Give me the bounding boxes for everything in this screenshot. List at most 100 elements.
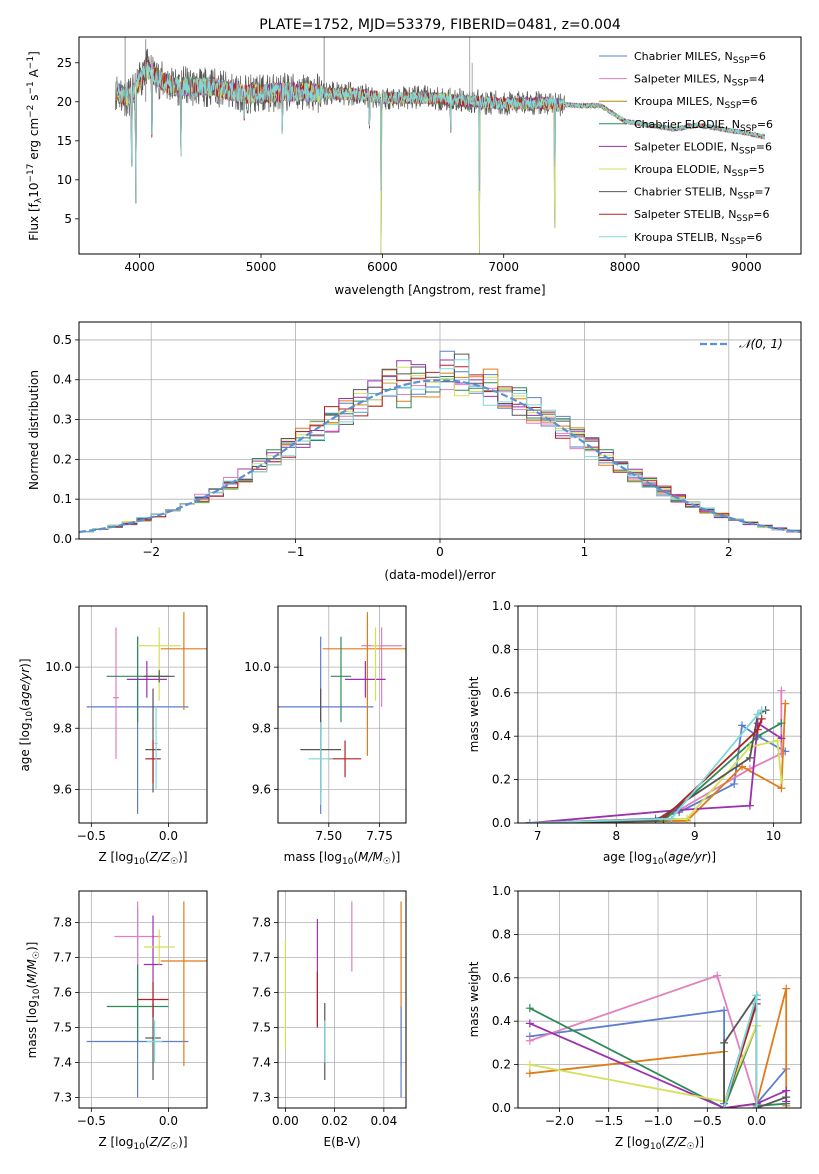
y-tick-label: 7.5 xyxy=(252,1021,271,1035)
y-tick-label: 9.6 xyxy=(252,782,271,796)
x-tick-label: 9000 xyxy=(731,260,762,274)
mass-ebv-axes: 0.00 0.02 0.04 7.3 7.4 7.5 7.6 7.7 7.8 xyxy=(252,890,407,1128)
residual-axes: −2 −1 0 1 2 0.0 0.1 0.2 0.3 0.4 0.5 xyxy=(53,321,802,559)
text-part: −1 xyxy=(26,81,36,94)
x-tick-label: −1.5 xyxy=(594,1114,623,1128)
y-tick-label: 7.7 xyxy=(53,951,72,965)
weight-marker xyxy=(713,971,722,980)
y-tick-label: 0.4 xyxy=(492,1014,511,1028)
y-tick-label: 7.6 xyxy=(252,986,271,1000)
text-part: Z [log xyxy=(98,850,133,864)
y-tick-label: 7.4 xyxy=(252,1056,271,1070)
text-part: −17 xyxy=(26,164,36,183)
plot-area xyxy=(79,891,207,1108)
y-tick-label: 15 xyxy=(57,134,72,148)
x-axis-label: E(B-V) xyxy=(323,1135,360,1149)
text-part: Chabrier ELODIE, N xyxy=(634,118,740,131)
weight-marker xyxy=(525,1004,534,1013)
text-part: ☉ xyxy=(32,951,42,959)
weight-marker xyxy=(753,710,762,719)
text-part: Chabrier STELIB, N xyxy=(634,186,738,199)
axes-frame xyxy=(517,605,802,824)
weight-marker xyxy=(525,1069,534,1078)
grid xyxy=(278,606,406,823)
x-tick-label: 7 xyxy=(534,829,542,843)
x-tick-label: 0.02 xyxy=(321,1114,348,1128)
x-tick-label: −1.0 xyxy=(643,1114,672,1128)
text-part: )] xyxy=(695,1135,704,1149)
axes-frame xyxy=(277,605,407,824)
weight-z-axes: −2.0 −1.5 −1.0 −0.5 0.0 0.0 0.2 0.4 0.6 0.8 1.0 xyxy=(492,884,802,1128)
text-part: ☉ xyxy=(170,857,178,867)
y-tick-label: 20 xyxy=(57,95,72,109)
x-tick-label: 5000 xyxy=(246,260,277,274)
age-z-axes: −0.5 0.0 9.6 9.8 10.0 xyxy=(45,605,208,843)
weight-marker xyxy=(745,801,754,810)
x-axis-label: wavelength [Angstrom, rest frame] xyxy=(334,283,545,297)
grid xyxy=(518,891,801,1108)
text-part: age/yr xyxy=(18,667,32,706)
x-tick-label: 8 xyxy=(612,829,620,843)
text-part: age [log xyxy=(603,850,652,864)
y-tick-label: 10 xyxy=(57,173,72,187)
y-tick-label: 0.4 xyxy=(492,729,511,743)
y-tick-label: 0.0 xyxy=(492,1101,511,1115)
text-part: Chabrier MILES, N xyxy=(634,50,733,63)
weight-marker xyxy=(720,1006,729,1015)
text-part: )] xyxy=(707,850,716,864)
grid xyxy=(518,606,801,823)
weight-marker xyxy=(745,753,754,762)
plot-area xyxy=(278,606,406,823)
text-part: 10 xyxy=(652,857,664,867)
weight-series xyxy=(723,992,787,1108)
plot-area xyxy=(115,37,765,254)
x-tick-label: 7.50 xyxy=(315,829,342,843)
text-part: Flux [f xyxy=(27,202,41,240)
y-tick-label: 0.8 xyxy=(492,642,511,656)
axes-frame xyxy=(78,605,208,824)
weight-marker xyxy=(525,1060,534,1069)
y-tick-label: 9.8 xyxy=(252,721,271,735)
y-tick-label: 0.2 xyxy=(53,452,72,466)
legend-entry: Kroupa MILES, NSSP=6 xyxy=(634,95,758,111)
weight-marker xyxy=(752,1104,761,1108)
text-part: Z [log xyxy=(98,1135,133,1149)
text-part: ( xyxy=(661,1135,666,1149)
x-tick-label: 0.0 xyxy=(159,829,178,843)
text-part: ( xyxy=(18,706,32,711)
x-tick-label: −2.0 xyxy=(545,1114,574,1128)
y-axis-label: mass weight xyxy=(467,676,481,752)
x-axis-label: Z [log10(Z/Z☉)] xyxy=(615,1135,704,1152)
legend-entry: Chabrier STELIB, NSSP=7 xyxy=(634,186,771,202)
text-part: M/M xyxy=(358,850,383,864)
text-part: )] xyxy=(25,942,39,951)
weight-marker xyxy=(777,784,786,793)
weight-marker xyxy=(777,686,786,695)
text-part: s xyxy=(27,95,41,105)
weight-marker xyxy=(781,699,790,708)
grid xyxy=(79,606,207,823)
text-part: SSP xyxy=(738,192,755,202)
text-part: Salpeter ELODIE, N xyxy=(634,140,739,153)
weight-age-axes: 7 8 9 10 0.0 0.2 0.4 0.6 0.8 1.0 xyxy=(492,599,802,843)
x-axis-label: (data-model)/error xyxy=(384,568,495,582)
weight-marker xyxy=(757,706,766,715)
spectrum-line xyxy=(115,57,765,254)
weight-marker xyxy=(757,714,766,723)
axes-frame xyxy=(78,36,802,255)
weight-marker xyxy=(525,1036,534,1045)
text-part: )] xyxy=(391,850,400,864)
y-tick-label: 9.8 xyxy=(53,721,72,735)
text-part: )] xyxy=(178,1135,187,1149)
x-tick-label: 4000 xyxy=(124,260,155,274)
x-tick-label: 2 xyxy=(725,545,733,559)
text-part: SSP xyxy=(732,169,749,179)
y-tick-label: 7.8 xyxy=(252,916,271,930)
legend-entry: 𝒩(0, 1) xyxy=(739,337,783,351)
y-axis-label: mass [log10(M/M☉)] xyxy=(25,942,42,1059)
y-tick-label: 0.0 xyxy=(53,532,72,546)
mass-z-axes: −0.5 0.0 7.3 7.4 7.5 7.6 7.7 7.8 xyxy=(53,890,208,1128)
y-tick-label: 7.3 xyxy=(53,1091,72,1105)
